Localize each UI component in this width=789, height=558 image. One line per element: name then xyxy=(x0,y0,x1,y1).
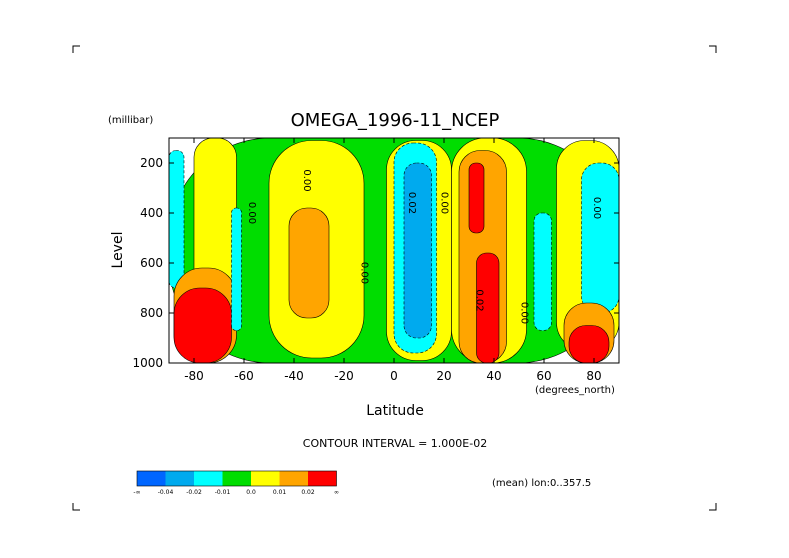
colorbar-swatch-2 xyxy=(194,471,223,486)
y-axis: 200 400 600 800 1000 xyxy=(132,156,619,370)
chart-title: OMEGA_1996-11_NCEP xyxy=(291,110,500,131)
colorbar-label-2: -0.02 xyxy=(186,489,202,496)
colorbar-label-5: 0.01 xyxy=(273,489,287,496)
contour-label-2: 0.00 xyxy=(359,262,370,284)
contour-region-17 xyxy=(533,212,552,331)
colorbar: -∞ -0.04 -0.02 -0.01 0.0 0.01 0.02 ∞ xyxy=(133,470,339,496)
contour-label-0: 0.00 xyxy=(246,202,257,224)
contour-label-1: 0.00 xyxy=(301,169,312,191)
x-tick-label-6: 40 xyxy=(486,369,501,383)
x-tick-label-8: 80 xyxy=(586,369,601,383)
y-tick-label-4: 1000 xyxy=(132,356,163,370)
contour-region-19 xyxy=(568,325,610,363)
contour-regions xyxy=(169,138,619,363)
colorbar-label-4: 0.0 xyxy=(246,489,256,496)
contour-label-7: 0.00 xyxy=(591,197,602,219)
contour-region-13 xyxy=(468,162,485,234)
contour-region-4 xyxy=(173,287,232,363)
x-axis-label: Latitude xyxy=(366,403,424,419)
y-tick-label-2: 600 xyxy=(140,256,163,270)
averaging-note: (mean) lon:0..357.5 xyxy=(492,478,591,489)
colorbar-label-6: 0.02 xyxy=(301,489,315,496)
contour-labels: 0.00 0.00 0.00 0.02 0.00 0.02 0.00 0.00 xyxy=(246,169,602,324)
x-tick-label-1: -60 xyxy=(234,369,254,383)
contour-region-14 xyxy=(476,252,500,363)
colorbar-label-3: -0.01 xyxy=(215,489,231,496)
x-unit-label: (degrees_north) xyxy=(535,385,615,396)
y-tick-label-3: 800 xyxy=(140,306,163,320)
contour-label-4: 0.00 xyxy=(439,192,450,214)
colorbar-swatch-1 xyxy=(165,471,194,486)
colorbar-label-7: ∞ xyxy=(334,489,339,496)
contour-interval-text: CONTOUR INTERVAL = 1.000E-02 xyxy=(303,437,487,450)
contour-region-2 xyxy=(169,150,185,289)
contour-region-5 xyxy=(231,207,242,331)
crop-marks xyxy=(72,45,717,511)
x-axis: -80 -60 -40 -20 0 20 40 60 80 xyxy=(184,138,602,383)
y-tick-label-0: 200 xyxy=(140,156,163,170)
x-tick-label-3: -20 xyxy=(334,369,354,383)
colorbar-label-1: -0.04 xyxy=(158,489,174,496)
x-tick-label-7: 60 xyxy=(536,369,551,383)
colorbar-swatch-3 xyxy=(222,471,251,486)
colorbar-swatch-5 xyxy=(279,471,308,486)
contour-region-10 xyxy=(403,162,432,339)
x-tick-label-4: 0 xyxy=(390,369,398,383)
colorbar-swatch-0 xyxy=(137,471,166,486)
contour-region-16 xyxy=(581,162,619,314)
colorbar-label-0: -∞ xyxy=(133,489,140,496)
colorbar-swatch-4 xyxy=(251,471,280,486)
y-unit-label: (millibar) xyxy=(108,115,153,126)
colorbar-frame xyxy=(136,470,337,487)
y-tick-label-1: 400 xyxy=(140,206,163,220)
x-tick-label-0: -80 xyxy=(184,369,204,383)
x-tick-label-5: 20 xyxy=(436,369,451,383)
colorbar-swatch-6 xyxy=(308,471,337,486)
contour-label-6: 0.00 xyxy=(519,302,530,324)
contour-region-7 xyxy=(288,207,330,319)
contour-label-3: 0.02 xyxy=(406,192,417,214)
x-tick-label-2: -40 xyxy=(284,369,304,383)
y-axis-label: Level xyxy=(110,232,126,269)
contour-label-5: 0.02 xyxy=(474,289,485,311)
